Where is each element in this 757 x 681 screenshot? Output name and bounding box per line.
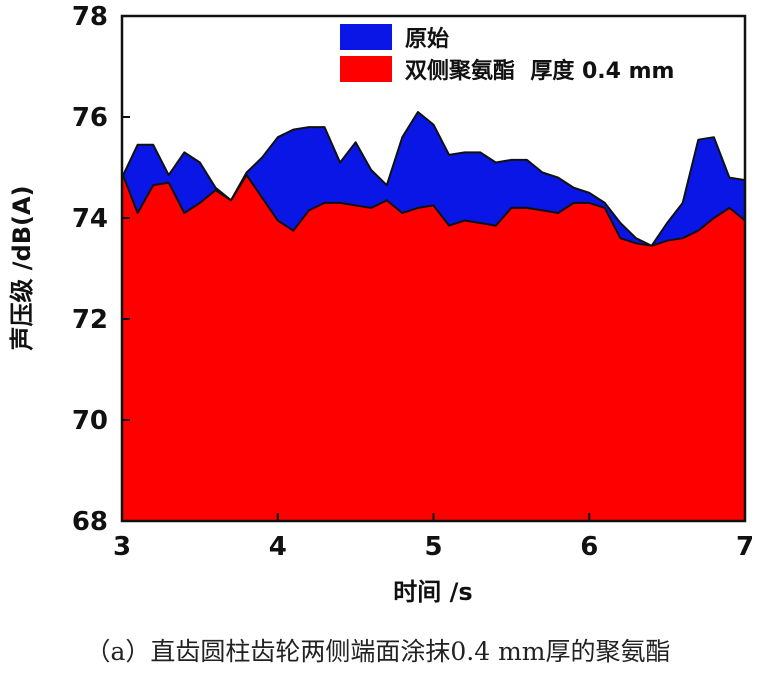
figure-caption: （a）直齿圆柱齿轮两侧端面涂抹0.4 mm厚的聚氨酯	[85, 637, 670, 666]
plot-area	[121, 111, 746, 521]
legend-label-polyurethane: 双侧聚氨酯 厚度 0.4 mm	[405, 58, 674, 84]
axes: 3 4 5 6 7 68 70 72 74 76 78	[72, 2, 754, 562]
y-tick-label: 76	[72, 103, 108, 133]
series-line-1	[121, 172, 746, 247]
x-tick-label: 5	[424, 532, 442, 562]
x-tick-label: 4	[269, 532, 287, 562]
y-tick-label: 70	[72, 406, 108, 436]
y-tick-label: 78	[72, 2, 108, 32]
area-series-1	[122, 172, 745, 521]
legend-swatch-original	[340, 24, 392, 50]
x-tick-label: 7	[736, 532, 754, 562]
y-tick-label: 72	[72, 305, 108, 335]
x-axis-title: 时间 /s	[393, 578, 472, 606]
y-tick-label: 74	[72, 204, 108, 234]
legend-swatch-polyurethane	[340, 56, 392, 82]
legend-label-original: 原始	[405, 26, 449, 52]
legend: 原始 双侧聚氨酯 厚度 0.4 mm	[340, 24, 674, 84]
x-tick-label: 3	[113, 532, 131, 562]
y-tick-label: 68	[72, 507, 108, 537]
x-tick-label: 6	[580, 532, 598, 562]
y-axis-title: 声压级 /dB(A)	[8, 185, 36, 351]
